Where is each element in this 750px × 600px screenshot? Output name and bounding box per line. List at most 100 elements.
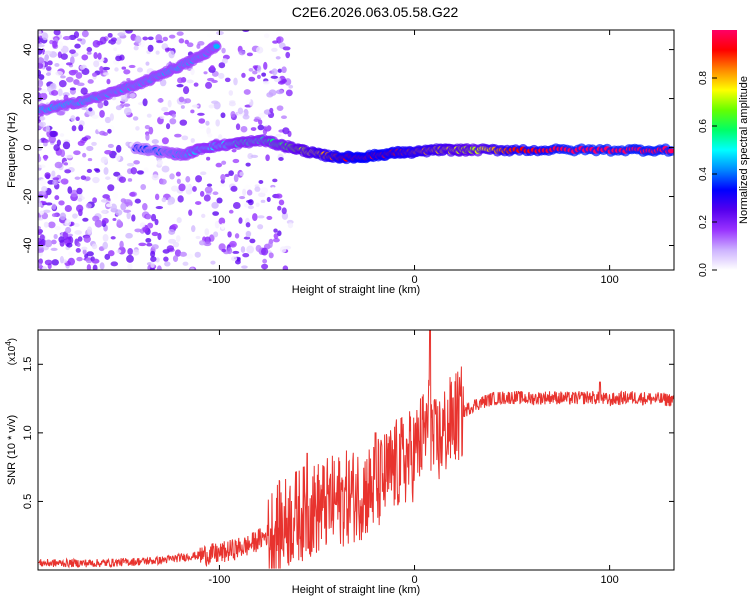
noise-speck bbox=[159, 115, 165, 119]
spectrogram-tracks bbox=[38, 40, 674, 165]
noise-speck bbox=[238, 217, 243, 224]
noise-speck bbox=[171, 113, 176, 118]
colorbar-tick-label: 0.8 bbox=[698, 71, 709, 85]
noise-speck bbox=[43, 209, 51, 214]
noise-speck bbox=[168, 50, 175, 59]
noise-speck bbox=[110, 236, 116, 240]
noise-speck bbox=[118, 176, 127, 183]
noise-speck bbox=[212, 191, 219, 196]
noise-speck bbox=[239, 171, 245, 177]
noise-speck bbox=[58, 200, 65, 206]
noise-speck bbox=[261, 263, 269, 270]
noise-speck bbox=[103, 100, 109, 107]
noise-speck bbox=[273, 233, 279, 239]
noise-speck bbox=[216, 197, 223, 204]
noise-speck bbox=[120, 202, 127, 211]
noise-speck bbox=[256, 46, 264, 54]
noise-speck bbox=[54, 161, 63, 169]
noise-speck bbox=[91, 243, 98, 250]
noise-speck bbox=[75, 248, 81, 253]
noise-speck bbox=[228, 101, 236, 107]
noise-speck bbox=[82, 217, 89, 222]
noise-speck bbox=[164, 47, 173, 52]
noise-speck bbox=[238, 50, 246, 56]
noise-speck bbox=[185, 175, 191, 183]
noise-speck bbox=[260, 199, 266, 203]
noise-speck bbox=[186, 42, 194, 48]
noise-speck bbox=[252, 213, 258, 221]
noise-speck bbox=[172, 241, 180, 248]
noise-speck bbox=[87, 157, 93, 162]
noise-speck bbox=[176, 84, 184, 88]
spectrogram-y-tick-label: 0 bbox=[22, 144, 34, 150]
noise-speck bbox=[247, 205, 254, 210]
noise-speck bbox=[130, 167, 138, 175]
noise-speck bbox=[190, 68, 195, 76]
noise-speck bbox=[147, 44, 154, 52]
noise-speck bbox=[40, 88, 48, 94]
noise-speck bbox=[80, 175, 87, 180]
noise-speck bbox=[272, 178, 278, 183]
noise-speck bbox=[44, 259, 53, 266]
noise-speck bbox=[161, 197, 167, 203]
noise-speck bbox=[115, 98, 120, 106]
noise-speck bbox=[92, 40, 101, 48]
noise-speck bbox=[38, 190, 47, 196]
noise-speck bbox=[55, 71, 64, 76]
noise-speck bbox=[159, 178, 167, 185]
noise-speck bbox=[277, 205, 282, 211]
noise-speck bbox=[257, 215, 265, 219]
noise-speck bbox=[127, 178, 133, 182]
noise-speck bbox=[127, 248, 134, 255]
noise-speck bbox=[91, 114, 99, 119]
noise-speck bbox=[275, 193, 283, 199]
noise-speck bbox=[218, 217, 226, 225]
noise-speck bbox=[59, 256, 64, 264]
noise-speck bbox=[38, 245, 44, 249]
noise-speck bbox=[228, 170, 234, 176]
noise-speck bbox=[240, 125, 248, 133]
noise-speck bbox=[129, 192, 136, 197]
snr-scale-label: (x104) bbox=[4, 338, 18, 365]
noise-speck bbox=[199, 190, 205, 197]
noise-speck bbox=[189, 267, 195, 270]
noise-speck bbox=[51, 90, 59, 96]
noise-speck bbox=[176, 31, 184, 36]
noise-speck bbox=[249, 238, 256, 244]
noise-speck bbox=[99, 66, 104, 74]
noise-speck bbox=[145, 214, 152, 220]
noise-speck bbox=[78, 124, 84, 132]
noise-speck bbox=[123, 107, 132, 116]
spectrogram-y-ticks: -40 -20 0 20 40 bbox=[22, 43, 674, 253]
noise-speck bbox=[242, 188, 247, 197]
noise-speck bbox=[107, 32, 113, 38]
noise-speck bbox=[100, 156, 109, 164]
colorbar-label: Normalized spectral amplitude bbox=[738, 76, 750, 224]
noise-speck bbox=[196, 43, 201, 49]
noise-speck bbox=[113, 47, 118, 52]
noise-speck bbox=[166, 245, 175, 252]
noise-speck bbox=[178, 183, 186, 192]
noise-speck bbox=[263, 122, 269, 127]
noise-speck bbox=[69, 87, 77, 91]
noise-speck bbox=[125, 30, 133, 34]
noise-speck bbox=[167, 201, 173, 206]
noise-speck bbox=[45, 202, 53, 206]
noise-speck bbox=[245, 222, 251, 228]
noise-speck bbox=[156, 159, 163, 166]
noise-speck bbox=[212, 211, 220, 216]
noise-speck bbox=[116, 219, 122, 226]
noise-speck bbox=[76, 85, 81, 92]
snr-y-label: SNR (10 * v/v) bbox=[6, 415, 18, 485]
noise-speck bbox=[119, 240, 124, 249]
noise-speck bbox=[174, 133, 182, 138]
noise-speck bbox=[38, 37, 42, 44]
noise-speck bbox=[106, 78, 111, 85]
noise-speck bbox=[262, 258, 268, 264]
noise-speck bbox=[211, 79, 218, 83]
noise-speck bbox=[97, 101, 104, 109]
noise-speck bbox=[128, 64, 136, 69]
noise-speck bbox=[76, 256, 83, 262]
noise-speck bbox=[75, 72, 83, 79]
